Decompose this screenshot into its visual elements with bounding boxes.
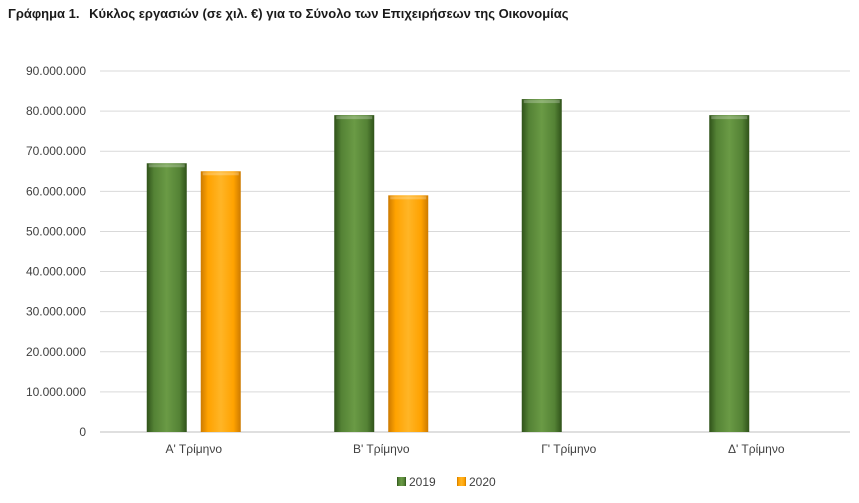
chart-title-number: Γράφημα 1 [8,6,76,21]
legend-label: 2020 [469,475,496,489]
bar-2020-2 [388,195,429,432]
x-category-label: Γ' Τρίμηνο [541,442,596,456]
y-tick-label: 70.000.000 [26,144,86,158]
y-tick-label: 90.000.000 [26,64,86,78]
bar-2020-1 [200,171,241,432]
bar-2019-2 [334,115,375,432]
y-tick-label: 30.000.000 [26,305,86,319]
y-tick-label: 80.000.000 [26,104,86,118]
legend-item-2019: 2019 [397,475,436,489]
bar-2019-3 [521,99,562,433]
bar-highlight [390,196,427,200]
legend-item-2020: 2020 [457,475,496,489]
bar-body [200,171,241,432]
x-category-label: Δ' Τρίμηνο [728,442,785,456]
y-tick-label: 50.000.000 [26,224,86,238]
y-tick-label: 40.000.000 [26,265,86,279]
bar-2019-4 [709,115,750,432]
bar-body [521,99,562,433]
chart-title-text: Κύκλος εργασιών (σε χιλ. €) για το Σύνολ… [89,6,569,21]
y-tick-label: 10.000.000 [26,385,86,399]
y-tick-label: 20.000.000 [26,345,86,359]
bar-2019-1 [146,163,187,432]
y-tick-label: 60.000.000 [26,184,86,198]
bar-body [146,163,187,432]
bar-body [388,195,429,432]
bar-highlight [336,116,373,120]
legend-swatch [457,477,466,486]
bar-highlight [711,116,748,120]
bar-body [709,115,750,432]
bar-highlight [148,164,185,168]
x-category-label: Β' Τρίμηνο [353,442,410,456]
chart-title: Γράφημα 1. Κύκλος εργασιών (σε χιλ. €) γ… [8,6,569,21]
bar-highlight [202,172,239,176]
y-tick-label: 0 [79,425,86,439]
bar-highlight [523,100,560,104]
x-category-label: Α' Τρίμηνο [166,442,223,456]
bar-body [334,115,375,432]
legend-swatch [397,477,406,486]
legend-label: 2019 [409,475,436,489]
